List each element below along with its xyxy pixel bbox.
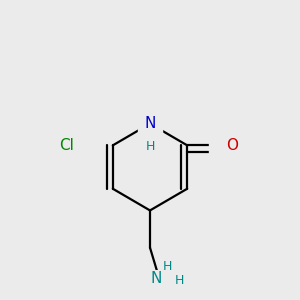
Bar [209, 134, 234, 156]
Bar [62, 134, 96, 156]
Text: H: H [145, 140, 155, 153]
Text: N: N [144, 116, 156, 131]
Text: H: H [175, 274, 184, 287]
Text: H: H [162, 260, 172, 273]
Text: Cl: Cl [59, 138, 74, 153]
Bar [138, 113, 162, 134]
Text: N: N [151, 271, 162, 286]
Text: O: O [226, 138, 238, 153]
